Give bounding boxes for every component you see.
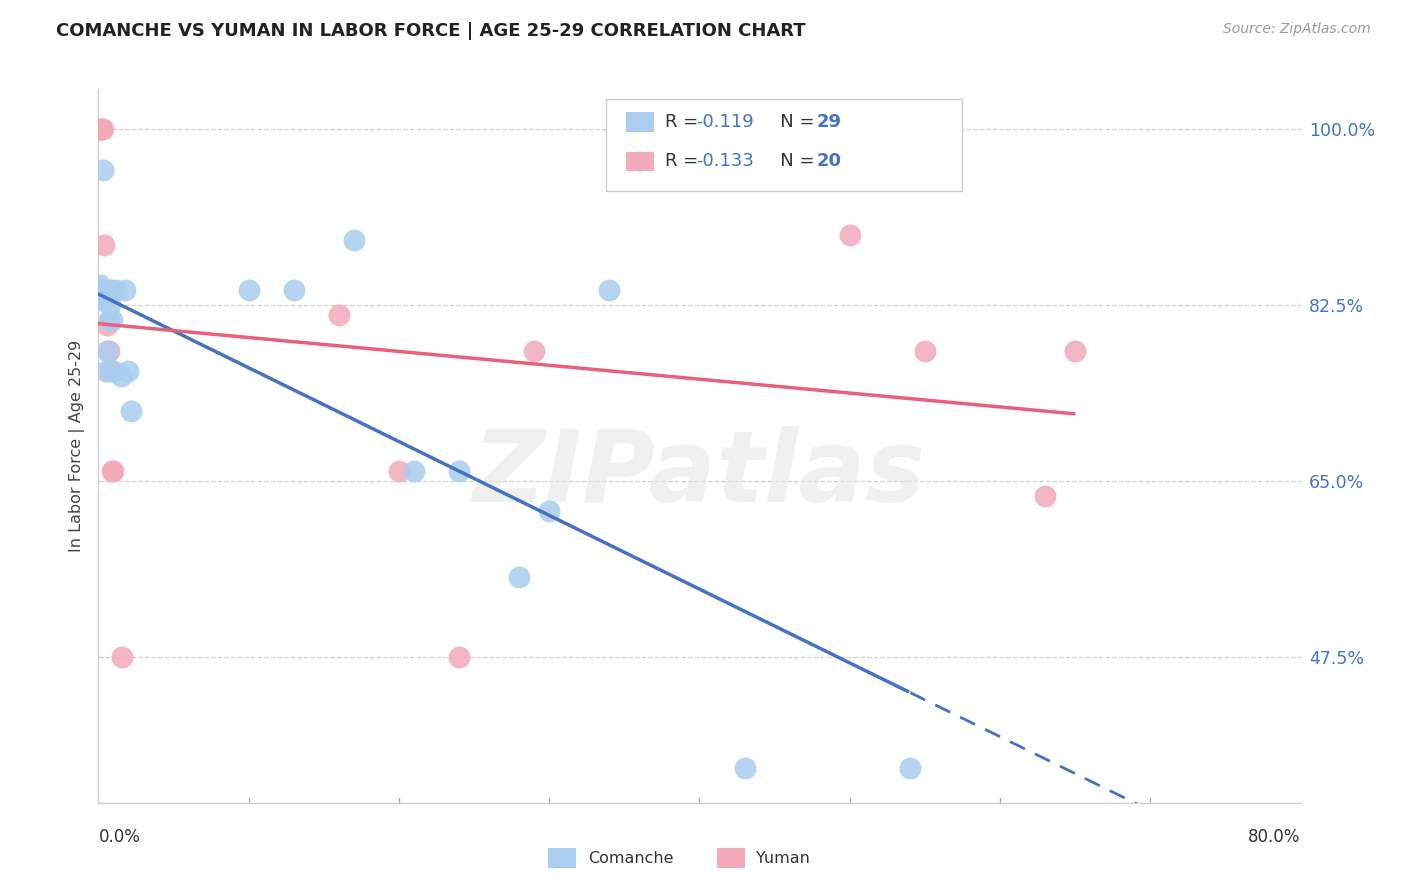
Text: Comanche: Comanche <box>588 851 673 865</box>
Point <box>89 122 111 136</box>
Point <box>91 162 114 177</box>
Point <box>89 278 111 293</box>
Point <box>94 288 117 302</box>
Point <box>402 464 425 478</box>
Point <box>103 363 125 377</box>
Text: 20: 20 <box>817 153 842 170</box>
Point <box>447 650 470 665</box>
Point <box>283 283 305 297</box>
Point <box>898 761 921 775</box>
Point <box>89 283 111 297</box>
Point <box>914 343 936 358</box>
Point <box>97 343 120 358</box>
Point <box>523 343 546 358</box>
Text: Yuman: Yuman <box>756 851 810 865</box>
Text: R =: R = <box>665 113 704 131</box>
Point <box>508 569 530 583</box>
Point <box>121 404 143 418</box>
Point <box>93 238 115 252</box>
Point <box>96 343 118 358</box>
Text: 80.0%: 80.0% <box>1249 828 1301 846</box>
Point <box>538 504 561 518</box>
Point <box>838 227 860 242</box>
Text: R =: R = <box>665 153 704 170</box>
Point <box>105 283 128 297</box>
Point <box>96 318 118 333</box>
Point <box>93 283 115 297</box>
Point <box>94 363 117 377</box>
Point <box>101 283 124 297</box>
Point <box>1064 343 1087 358</box>
Text: N =: N = <box>763 113 821 131</box>
Text: 0.0%: 0.0% <box>98 828 141 846</box>
Text: ZIPatlas: ZIPatlas <box>472 426 927 523</box>
Text: Source: ZipAtlas.com: Source: ZipAtlas.com <box>1223 22 1371 37</box>
Point <box>114 283 136 297</box>
Point <box>97 313 120 327</box>
Point <box>343 233 366 247</box>
Point <box>100 363 122 377</box>
Text: 29: 29 <box>817 113 842 131</box>
Point <box>238 283 260 297</box>
Text: N =: N = <box>763 153 821 170</box>
Point <box>111 650 134 665</box>
Point <box>117 363 139 377</box>
Text: -0.133: -0.133 <box>696 153 754 170</box>
Point <box>90 122 112 136</box>
Point <box>101 313 124 327</box>
Point <box>91 293 114 308</box>
Point <box>734 761 756 775</box>
Point <box>388 464 411 478</box>
Point <box>110 368 132 383</box>
Point <box>103 464 125 478</box>
Text: COMANCHE VS YUMAN IN LABOR FORCE | AGE 25-29 CORRELATION CHART: COMANCHE VS YUMAN IN LABOR FORCE | AGE 2… <box>56 22 806 40</box>
Point <box>447 464 470 478</box>
Y-axis label: In Labor Force | Age 25-29: In Labor Force | Age 25-29 <box>69 340 84 552</box>
Point <box>1033 489 1056 503</box>
Text: -0.119: -0.119 <box>696 113 754 131</box>
Point <box>328 309 350 323</box>
Point <box>91 122 114 136</box>
Point <box>97 283 120 297</box>
Point <box>90 122 112 136</box>
Point <box>598 283 620 297</box>
Point <box>100 298 122 312</box>
Point <box>90 293 112 308</box>
Point <box>101 464 124 478</box>
